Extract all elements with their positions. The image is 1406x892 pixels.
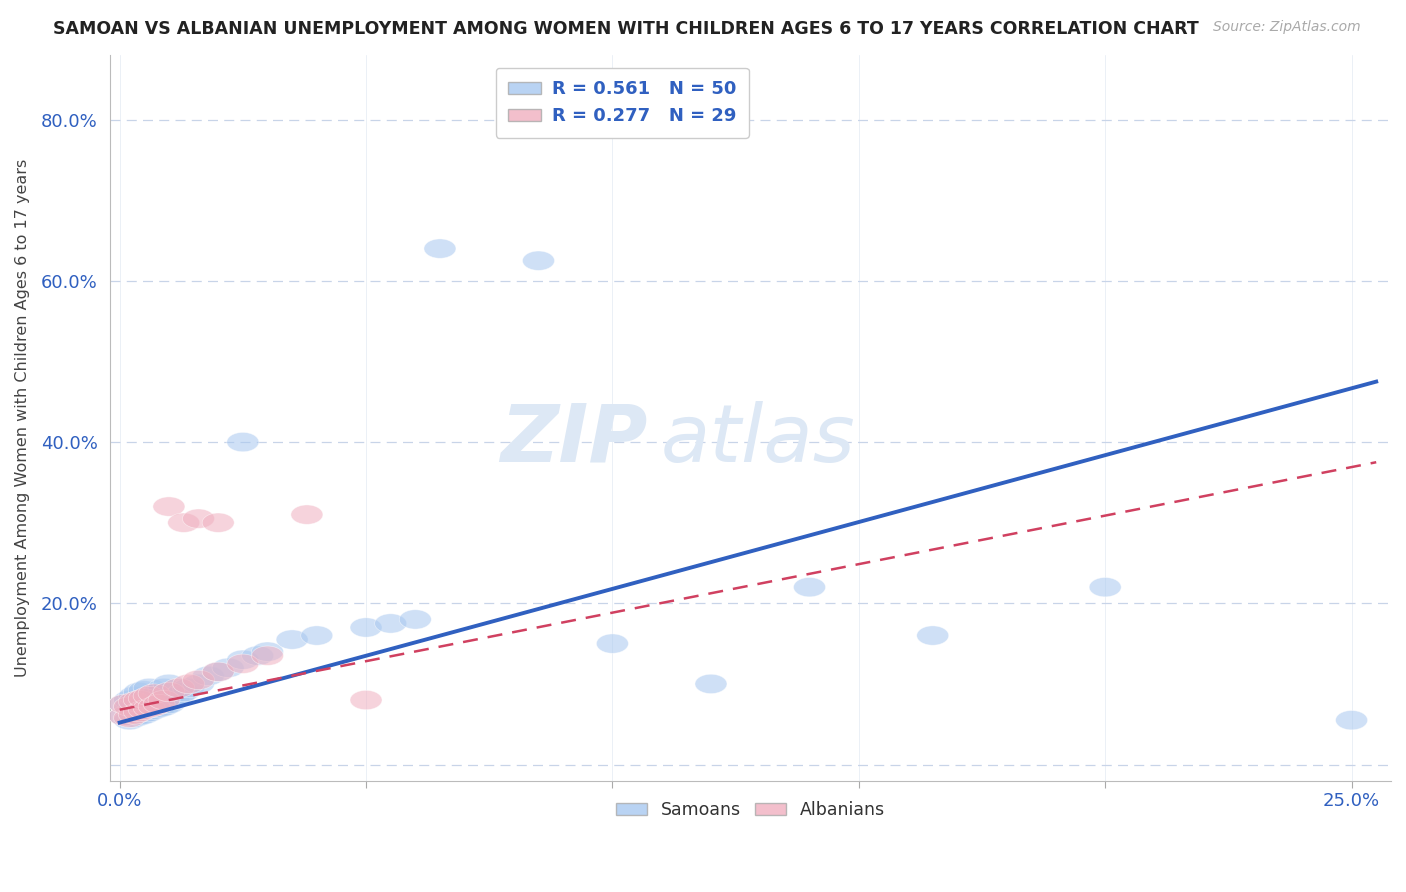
Ellipse shape xyxy=(301,626,333,645)
Ellipse shape xyxy=(793,577,825,597)
Ellipse shape xyxy=(193,666,225,686)
Ellipse shape xyxy=(252,642,284,661)
Ellipse shape xyxy=(157,690,190,710)
Y-axis label: Unemployment Among Women with Children Ages 6 to 17 years: Unemployment Among Women with Children A… xyxy=(15,159,30,677)
Ellipse shape xyxy=(183,670,215,690)
Ellipse shape xyxy=(143,698,176,718)
Ellipse shape xyxy=(124,703,156,722)
Ellipse shape xyxy=(118,708,150,728)
Ellipse shape xyxy=(242,646,274,665)
Ellipse shape xyxy=(167,513,200,533)
Ellipse shape xyxy=(134,678,166,698)
Ellipse shape xyxy=(128,689,160,708)
Ellipse shape xyxy=(374,614,406,633)
Ellipse shape xyxy=(523,251,554,270)
Ellipse shape xyxy=(143,694,176,714)
Ellipse shape xyxy=(124,706,156,726)
Ellipse shape xyxy=(138,697,170,716)
Ellipse shape xyxy=(124,692,156,711)
Ellipse shape xyxy=(173,678,205,698)
Ellipse shape xyxy=(291,505,323,524)
Ellipse shape xyxy=(108,706,141,726)
Ellipse shape xyxy=(114,711,145,730)
Ellipse shape xyxy=(148,697,180,716)
Ellipse shape xyxy=(143,682,176,702)
Ellipse shape xyxy=(276,630,308,649)
Ellipse shape xyxy=(183,509,215,528)
Ellipse shape xyxy=(153,497,186,516)
Text: SAMOAN VS ALBANIAN UNEMPLOYMENT AMONG WOMEN WITH CHILDREN AGES 6 TO 17 YEARS COR: SAMOAN VS ALBANIAN UNEMPLOYMENT AMONG WO… xyxy=(53,20,1199,37)
Ellipse shape xyxy=(350,690,382,710)
Ellipse shape xyxy=(226,650,259,669)
Ellipse shape xyxy=(128,700,160,719)
Ellipse shape xyxy=(108,694,141,714)
Text: ZIP: ZIP xyxy=(501,401,648,479)
Ellipse shape xyxy=(128,705,160,724)
Ellipse shape xyxy=(153,674,186,694)
Ellipse shape xyxy=(134,686,166,706)
Ellipse shape xyxy=(202,662,235,681)
Ellipse shape xyxy=(134,703,166,722)
Ellipse shape xyxy=(118,705,150,724)
Ellipse shape xyxy=(108,694,141,714)
Ellipse shape xyxy=(226,433,259,451)
Ellipse shape xyxy=(163,686,195,706)
Ellipse shape xyxy=(108,706,141,726)
Ellipse shape xyxy=(202,513,235,533)
Ellipse shape xyxy=(114,697,145,716)
Ellipse shape xyxy=(226,654,259,673)
Ellipse shape xyxy=(118,692,150,711)
Ellipse shape xyxy=(153,694,186,714)
Ellipse shape xyxy=(138,684,170,703)
Ellipse shape xyxy=(163,678,195,698)
Ellipse shape xyxy=(917,626,949,645)
Ellipse shape xyxy=(173,674,205,694)
Ellipse shape xyxy=(114,708,145,728)
Ellipse shape xyxy=(124,690,156,710)
Ellipse shape xyxy=(138,686,170,706)
Ellipse shape xyxy=(148,690,180,710)
Ellipse shape xyxy=(114,690,145,710)
Ellipse shape xyxy=(167,682,200,702)
Ellipse shape xyxy=(183,674,215,694)
Ellipse shape xyxy=(350,618,382,637)
Ellipse shape xyxy=(596,634,628,653)
Ellipse shape xyxy=(252,646,284,665)
Ellipse shape xyxy=(124,682,156,702)
Legend: Samoans, Albanians: Samoans, Albanians xyxy=(609,795,891,826)
Ellipse shape xyxy=(128,694,160,714)
Ellipse shape xyxy=(118,686,150,706)
Ellipse shape xyxy=(1336,711,1368,730)
Ellipse shape xyxy=(148,678,180,698)
Ellipse shape xyxy=(202,662,235,681)
Ellipse shape xyxy=(1090,577,1121,597)
Ellipse shape xyxy=(134,698,166,718)
Text: Source: ZipAtlas.com: Source: ZipAtlas.com xyxy=(1213,20,1361,34)
Ellipse shape xyxy=(134,690,166,710)
Text: atlas: atlas xyxy=(661,401,855,479)
Ellipse shape xyxy=(138,700,170,719)
Ellipse shape xyxy=(153,682,186,702)
Ellipse shape xyxy=(695,674,727,694)
Ellipse shape xyxy=(128,681,160,700)
Ellipse shape xyxy=(114,698,145,718)
Ellipse shape xyxy=(212,658,245,677)
Ellipse shape xyxy=(425,239,456,259)
Ellipse shape xyxy=(118,697,150,716)
Ellipse shape xyxy=(399,610,432,629)
